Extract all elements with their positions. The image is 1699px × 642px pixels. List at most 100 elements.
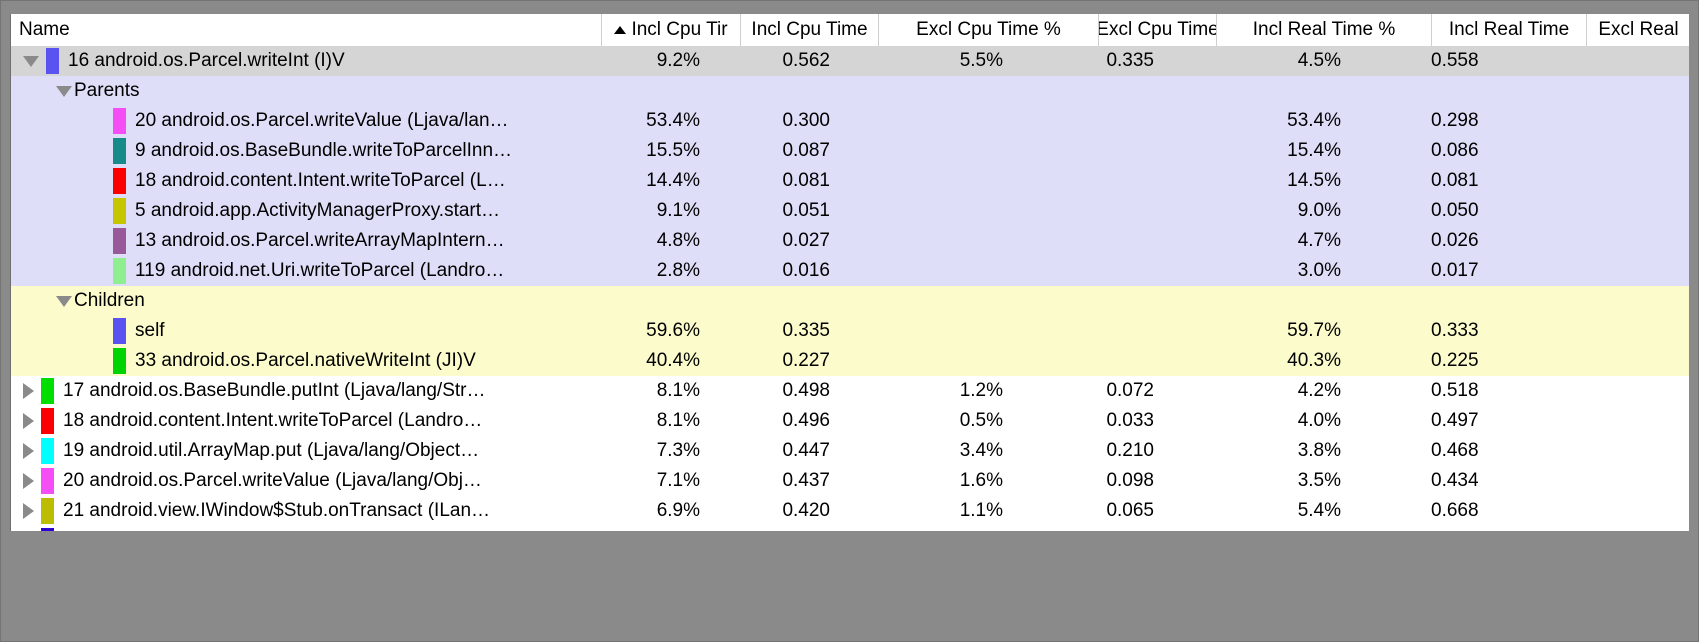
- value-cell: 4.8%: [656, 230, 700, 251]
- value-cell: [1098, 256, 1216, 286]
- value-cell: 1.6%: [959, 470, 1003, 491]
- method-color-swatch: [41, 468, 54, 494]
- value-cell: [1098, 136, 1216, 166]
- table-row[interactable]: self 59.6% 0.335 59.7% 0.333: [11, 316, 1689, 346]
- value-cell: 0.051: [782, 200, 830, 221]
- method-color-swatch: [41, 408, 54, 434]
- value-cell: [878, 166, 1098, 196]
- value-cell: [601, 76, 740, 106]
- value-cell: [1098, 286, 1216, 316]
- table-row[interactable]: 16 android.os.Parcel.writeInt (I)V 9.2% 0.…: [11, 46, 1689, 76]
- column-header-label: Excl Cpu Time: [1098, 19, 1216, 40]
- column-header-excl-cpu-time-pct[interactable]: Excl Cpu Time %: [878, 14, 1098, 46]
- table-row[interactable]: 18 android.content.Intent.writeToParcel …: [11, 406, 1689, 436]
- row-name-cell: 19 android.util.ArrayMap.put (Ljava/lang…: [11, 436, 601, 466]
- table-row[interactable]: 21 android.view.IWindow$Stub.onTransact …: [11, 496, 1689, 526]
- method-color-swatch: [41, 378, 54, 404]
- method-name: 33 android.os.Parcel.nativeWriteInt (JI)…: [135, 350, 476, 371]
- row-name-cell: self: [11, 316, 601, 346]
- value-cell: 0.420: [782, 500, 830, 521]
- row-name-cell: 5 android.app.ActivityManagerProxy.start…: [11, 196, 601, 226]
- value-cell: 5.5%: [959, 50, 1003, 71]
- value-cell: 1.2%: [959, 380, 1003, 401]
- expand-triangle-icon[interactable]: [23, 503, 34, 519]
- table-row[interactable]: Parents: [11, 76, 1689, 106]
- method-name: 18 android.content.Intent.writeToParcel …: [63, 410, 483, 431]
- value-cell: 9.0%: [1297, 200, 1341, 221]
- column-header-excl-real-time[interactable]: Excl Real: [1586, 14, 1689, 46]
- column-header-incl-real-time[interactable]: Incl Real Time: [1431, 14, 1586, 46]
- table-row[interactable]: 22 android.app.Activity.isTopOfTask ()Z 6…: [11, 526, 1689, 531]
- column-header-name[interactable]: Name: [11, 14, 601, 46]
- value-cell: [1586, 196, 1689, 226]
- value-cell: 0.033: [1106, 410, 1154, 431]
- table-row[interactable]: Children: [11, 286, 1689, 316]
- method-color-swatch: [113, 168, 126, 194]
- collapse-triangle-icon[interactable]: [56, 85, 72, 97]
- value-cell: 9.1%: [656, 200, 700, 221]
- table-row[interactable]: 13 android.os.Parcel.writeArrayMapIntern…: [11, 226, 1689, 256]
- value-cell: 0.335: [1106, 50, 1154, 71]
- method-color-swatch: [113, 258, 126, 284]
- sort-ascending-icon: [614, 26, 627, 34]
- value-cell: 0.210: [1106, 440, 1154, 461]
- row-name-cell: 18 android.content.Intent.writeToParcel …: [11, 406, 601, 436]
- value-cell: 0.225: [1431, 350, 1479, 371]
- expand-triangle-icon[interactable]: [23, 383, 34, 399]
- value-cell: [1216, 76, 1431, 106]
- value-cell: 7.3%: [656, 440, 700, 461]
- table-row[interactable]: 5 android.app.ActivityManagerProxy.start…: [11, 196, 1689, 226]
- collapse-triangle-icon[interactable]: [56, 295, 72, 307]
- value-cell: 8.1%: [656, 380, 700, 401]
- value-cell: 6.7%: [601, 526, 740, 531]
- table-row[interactable]: 19 android.util.ArrayMap.put (Ljava/lang…: [11, 436, 1689, 466]
- column-header-label: Incl Real Time %: [1252, 19, 1396, 40]
- value-cell: 0.098: [1106, 470, 1154, 491]
- value-cell: 0.072: [1106, 380, 1154, 401]
- table-row[interactable]: 20 android.os.Parcel.writeValue (Ljava/l…: [11, 466, 1689, 496]
- method-name: 9 android.os.BaseBundle.writeToParcelInn…: [135, 140, 513, 161]
- row-name-cell: 16 android.os.Parcel.writeInt (I)V: [11, 46, 601, 76]
- collapse-triangle-icon[interactable]: [23, 55, 39, 67]
- table-row[interactable]: 20 android.os.Parcel.writeValue (Ljava/l…: [11, 106, 1689, 136]
- table-row[interactable]: 9 android.os.BaseBundle.writeToParcelInn…: [11, 136, 1689, 166]
- table-row[interactable]: 18 android.content.Intent.writeToParcel …: [11, 166, 1689, 196]
- method-name: Children: [74, 290, 145, 311]
- row-name-cell: 33 android.os.Parcel.nativeWriteInt (JI)…: [11, 346, 601, 376]
- value-cell: 0.065: [1106, 500, 1154, 521]
- column-header-incl-real-time-pct[interactable]: Incl Real Time %: [1216, 14, 1431, 46]
- profile-table: Name Incl Cpu Tir Incl Cpu Time Excl Cpu…: [10, 14, 1689, 531]
- value-cell: 2.8%: [656, 260, 700, 281]
- value-cell: 0.447: [782, 440, 830, 461]
- value-cell: [1098, 346, 1216, 376]
- value-cell: [878, 346, 1098, 376]
- value-cell: 9.2%: [656, 50, 700, 71]
- expand-triangle-icon[interactable]: [23, 443, 34, 459]
- value-cell: 0.468: [1431, 440, 1479, 461]
- column-header-incl-cpu-time-pct[interactable]: Incl Cpu Tir: [601, 14, 740, 46]
- value-cell: [1098, 316, 1216, 346]
- table-row[interactable]: 33 android.os.Parcel.nativeWriteInt (JI)…: [11, 346, 1689, 376]
- method-color-swatch: [41, 528, 54, 531]
- column-header-incl-cpu-time[interactable]: Incl Cpu Time: [740, 14, 878, 46]
- row-name-cell: 17 android.os.BaseBundle.putInt (Ljava/l…: [11, 376, 601, 406]
- method-color-swatch: [41, 498, 54, 524]
- column-header-label: Incl Cpu Time: [751, 19, 868, 40]
- table-row[interactable]: 17 android.os.BaseBundle.putInt (Ljava/l…: [11, 376, 1689, 406]
- value-cell: [878, 316, 1098, 346]
- value-cell: 4.0%: [1297, 410, 1341, 431]
- row-name-cell: 21 android.view.IWindow$Stub.onTransact …: [11, 496, 601, 526]
- value-cell: 0.298: [1431, 110, 1479, 131]
- value-cell: 5.0%: [1216, 526, 1431, 531]
- value-cell: 1.1%: [959, 500, 1003, 521]
- value-cell: [878, 196, 1098, 226]
- column-header-excl-cpu-time[interactable]: Excl Cpu Time: [1098, 14, 1216, 46]
- value-cell: [1431, 76, 1586, 106]
- value-cell: 0.050: [1431, 200, 1479, 221]
- method-color-swatch: [113, 198, 126, 224]
- method-color-swatch: [113, 318, 126, 344]
- expand-triangle-icon[interactable]: [23, 473, 34, 489]
- expand-triangle-icon[interactable]: [23, 413, 34, 429]
- table-row[interactable]: 119 android.net.Uri.writeToParcel (Landr…: [11, 256, 1689, 286]
